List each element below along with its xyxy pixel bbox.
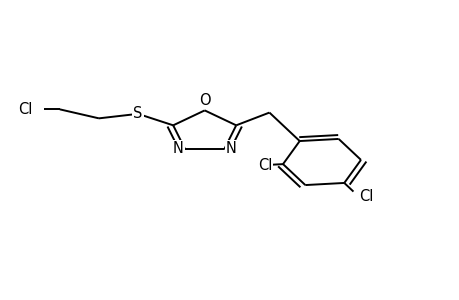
- Text: N: N: [172, 141, 183, 156]
- Text: Cl: Cl: [18, 102, 33, 117]
- Text: S: S: [133, 106, 142, 122]
- Text: O: O: [198, 93, 210, 108]
- Text: Cl: Cl: [358, 189, 372, 204]
- Text: Cl: Cl: [257, 158, 272, 173]
- Text: N: N: [225, 141, 236, 156]
